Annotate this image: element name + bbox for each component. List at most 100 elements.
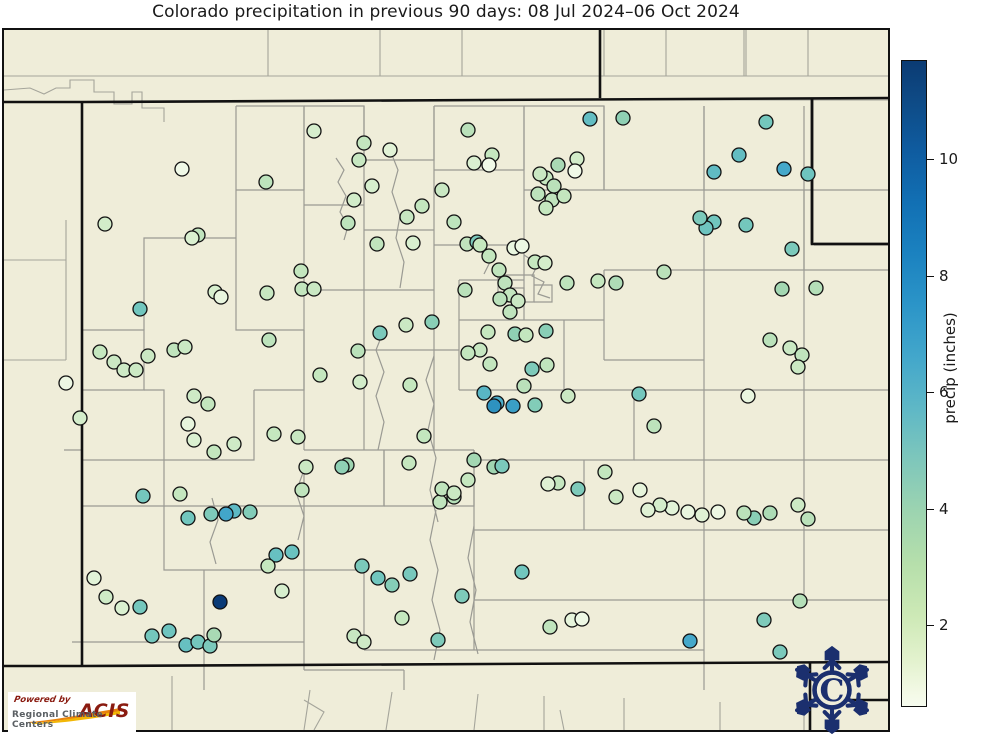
station-dot[interactable] [128, 362, 144, 378]
station-dot[interactable] [266, 426, 282, 442]
station-dot[interactable] [356, 135, 372, 151]
station-dot[interactable] [213, 289, 229, 305]
station-dot[interactable] [144, 628, 160, 644]
station-dot[interactable] [446, 214, 462, 230]
station-dot[interactable] [476, 385, 492, 401]
station-dot[interactable] [582, 111, 598, 127]
station-dot[interactable] [370, 570, 386, 586]
map-panel[interactable] [2, 28, 890, 732]
station-dot[interactable] [58, 375, 74, 391]
station-dot[interactable] [514, 564, 530, 580]
station-dot[interactable] [682, 633, 698, 649]
station-dot[interactable] [394, 610, 410, 626]
station-dot[interactable] [457, 282, 473, 298]
station-dot[interactable] [312, 367, 328, 383]
station-dot[interactable] [268, 547, 284, 563]
station-dot[interactable] [414, 198, 430, 214]
station-dot[interactable] [351, 152, 367, 168]
station-dot[interactable] [258, 174, 274, 190]
station-dot[interactable] [776, 161, 792, 177]
station-dot[interactable] [808, 280, 824, 296]
station-dot[interactable] [260, 558, 276, 574]
station-dot[interactable] [261, 332, 277, 348]
station-dot[interactable] [656, 264, 672, 280]
station-dot[interactable] [527, 397, 543, 413]
station-dot[interactable] [481, 248, 497, 264]
station-dot[interactable] [646, 418, 662, 434]
station-dot[interactable] [460, 122, 476, 138]
station-dot[interactable] [567, 163, 583, 179]
station-dot[interactable] [731, 147, 747, 163]
station-dot[interactable] [186, 388, 202, 404]
station-dot[interactable] [494, 458, 510, 474]
station-dot[interactable] [530, 186, 546, 202]
station-dot[interactable] [434, 182, 450, 198]
station-dot[interactable] [306, 281, 322, 297]
station-dot[interactable] [800, 511, 816, 527]
station-dot[interactable] [516, 378, 532, 394]
station-dot[interactable] [212, 594, 228, 610]
station-dot[interactable] [430, 632, 446, 648]
station-dot[interactable] [505, 398, 521, 414]
station-dot[interactable] [402, 377, 418, 393]
station-dot[interactable] [537, 255, 553, 271]
colorbar[interactable]: 2 4 6 8 10 [901, 60, 958, 707]
station-dot[interactable] [98, 589, 114, 605]
station-dot[interactable] [161, 623, 177, 639]
station-dot[interactable] [790, 497, 806, 513]
station-dot[interactable] [782, 340, 798, 356]
station-dot[interactable] [372, 325, 388, 341]
station-dot[interactable] [632, 482, 648, 498]
station-dot[interactable] [706, 164, 722, 180]
station-dot[interactable] [502, 304, 518, 320]
station-dot[interactable] [132, 301, 148, 317]
station-dot[interactable] [556, 188, 572, 204]
station-dot[interactable] [574, 611, 590, 627]
station-dot[interactable] [608, 275, 624, 291]
station-dot[interactable] [259, 285, 275, 301]
station-dot[interactable] [180, 416, 196, 432]
station-dot[interactable] [354, 558, 370, 574]
station-dot[interactable] [772, 644, 788, 660]
station-dot[interactable] [640, 502, 656, 518]
station-dot[interactable] [738, 217, 754, 233]
acis-logo[interactable]: Powered by ACIS Regional Climate Centers [8, 692, 136, 732]
station-dot[interactable] [472, 237, 488, 253]
station-dot[interactable] [172, 486, 188, 502]
station-dot[interactable] [364, 178, 380, 194]
station-dot[interactable] [518, 327, 534, 343]
station-dot[interactable] [177, 339, 193, 355]
station-dot[interactable] [284, 544, 300, 560]
station-dot[interactable] [274, 583, 290, 599]
station-dot[interactable] [590, 273, 606, 289]
station-dot[interactable] [218, 506, 234, 522]
station-dot[interactable] [762, 332, 778, 348]
station-dot[interactable] [86, 570, 102, 586]
station-dot[interactable] [631, 386, 647, 402]
station-dot[interactable] [114, 600, 130, 616]
station-dot[interactable] [692, 210, 708, 226]
station-dot[interactable] [800, 166, 816, 182]
station-dot[interactable] [570, 481, 586, 497]
station-dot[interactable] [774, 281, 790, 297]
station-dot[interactable] [432, 494, 448, 510]
station-dot[interactable] [694, 507, 710, 523]
station-dot[interactable] [784, 241, 800, 257]
station-dot[interactable] [369, 236, 385, 252]
station-dot[interactable] [293, 263, 309, 279]
station-dot[interactable] [424, 314, 440, 330]
station-dot[interactable] [710, 504, 726, 520]
station-dot[interactable] [560, 388, 576, 404]
station-dot[interactable] [539, 357, 555, 373]
station-dot[interactable] [106, 354, 122, 370]
station-dot[interactable] [340, 215, 356, 231]
station-dot[interactable] [135, 488, 151, 504]
station-dot[interactable] [382, 142, 398, 158]
station-dot[interactable] [466, 155, 482, 171]
station-dot[interactable] [200, 396, 216, 412]
station-dot[interactable] [532, 166, 548, 182]
station-dot[interactable] [481, 157, 497, 173]
station-dot[interactable] [792, 593, 808, 609]
station-dot[interactable] [306, 123, 322, 139]
station-dot[interactable] [140, 348, 156, 364]
